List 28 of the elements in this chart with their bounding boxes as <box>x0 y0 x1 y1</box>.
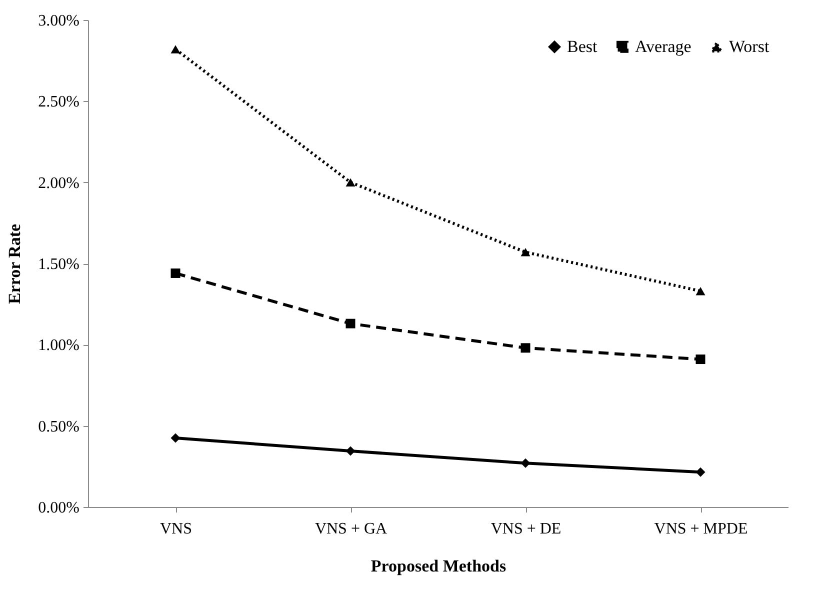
x-tick-label: VNS + GA <box>314 520 388 538</box>
legend-label: Worst <box>729 37 770 56</box>
point <box>520 248 530 256</box>
y-tick-label: 1.50% <box>38 256 80 273</box>
point <box>346 318 356 328</box>
y-tick-label: 2.50% <box>38 94 80 111</box>
x-tick-label: VNS + MPDE <box>654 520 748 538</box>
point <box>170 433 180 443</box>
point <box>520 343 530 353</box>
x-axis-title: Proposed Methods <box>370 556 506 576</box>
y-axis-title: Error Rate <box>5 224 24 304</box>
y-tick-label: 0.50% <box>38 418 80 436</box>
x-tick-label: VNS + DE <box>490 520 562 538</box>
y-tick-label: 0.00% <box>38 500 80 516</box>
y-tick-label: 1.00% <box>38 337 80 354</box>
legend-label: Best <box>567 36 598 56</box>
point <box>696 354 706 364</box>
legend-label: Average <box>635 36 692 56</box>
x-tick-label: VNS <box>160 520 192 538</box>
point <box>696 467 706 477</box>
point <box>520 458 530 468</box>
point <box>346 178 356 186</box>
point <box>346 446 356 456</box>
point <box>170 268 180 278</box>
point <box>170 45 180 54</box>
y-tick-label: 3.00% <box>38 12 80 30</box>
point <box>696 286 706 296</box>
y-tick-label: 2.00% <box>38 174 80 192</box>
